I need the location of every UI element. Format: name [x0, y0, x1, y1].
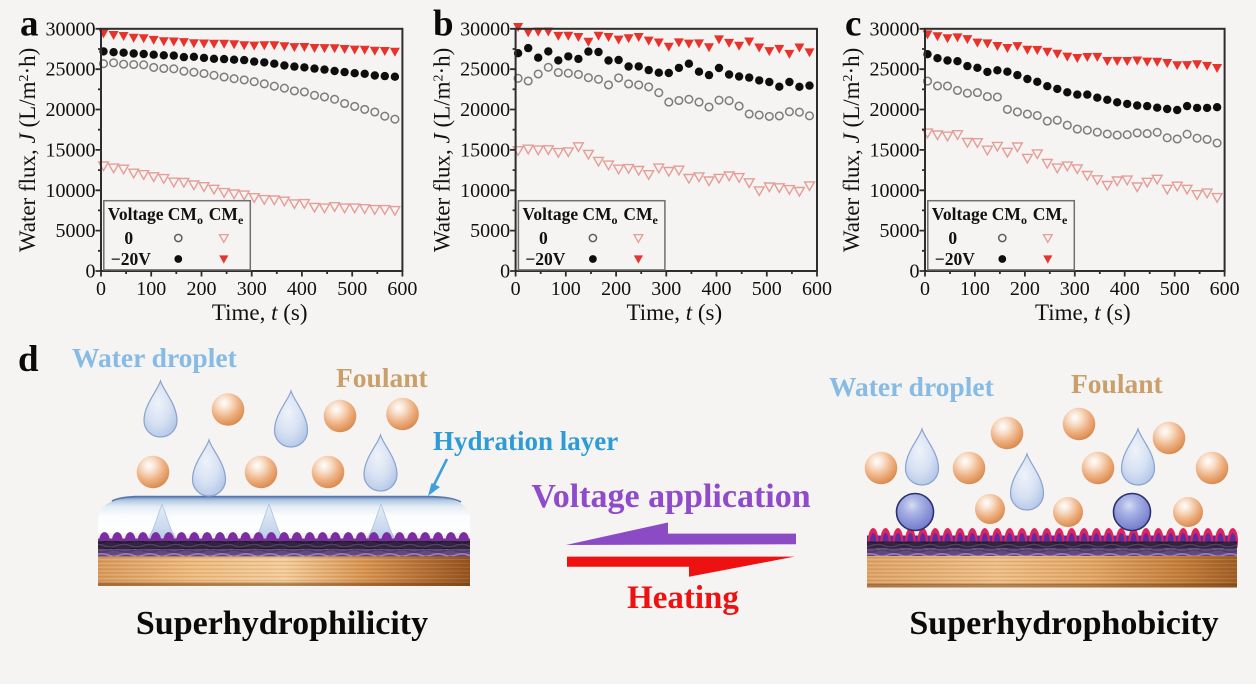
svg-text:25000: 25000: [460, 59, 510, 81]
svg-text:CMe: CMe: [209, 204, 244, 227]
svg-text:0: 0: [511, 278, 521, 300]
svg-text:20000: 20000: [870, 99, 920, 121]
svg-text:b: b: [433, 4, 454, 45]
svg-text:0: 0: [500, 261, 510, 283]
svg-text:200: 200: [1010, 278, 1040, 300]
svg-text:CMe: CMe: [623, 204, 658, 227]
svg-text:10000: 10000: [460, 180, 510, 202]
svg-text:25000: 25000: [46, 59, 96, 81]
svg-text:30000: 30000: [870, 18, 920, 40]
svg-text:0: 0: [948, 228, 957, 248]
svg-text:25000: 25000: [870, 59, 920, 81]
svg-text:CMo: CMo: [992, 204, 1027, 227]
svg-text:200: 200: [187, 278, 217, 300]
svg-text:Superhydrophobicity: Superhydrophobicity: [909, 605, 1218, 642]
svg-text:0: 0: [124, 228, 133, 248]
svg-text:−20V: −20V: [111, 249, 151, 269]
svg-text:600: 600: [1210, 278, 1240, 300]
svg-text:400: 400: [1110, 278, 1140, 300]
svg-text:Water droplet: Water droplet: [829, 371, 995, 402]
svg-text:300: 300: [237, 278, 267, 300]
svg-text:Voltage: Voltage: [108, 204, 164, 224]
svg-text:Hydration layer: Hydration layer: [433, 426, 618, 456]
svg-text:30000: 30000: [460, 18, 510, 40]
svg-text:20000: 20000: [460, 99, 510, 121]
svg-text:15000: 15000: [46, 139, 96, 161]
svg-text:Voltage: Voltage: [522, 204, 578, 224]
svg-text:Time, t (s): Time, t (s): [1035, 300, 1131, 325]
svg-text:5000: 5000: [880, 220, 920, 242]
svg-text:200: 200: [601, 278, 631, 300]
svg-text:a: a: [20, 4, 39, 45]
svg-text:15000: 15000: [460, 139, 510, 161]
svg-text:5000: 5000: [56, 220, 96, 242]
svg-text:Water flux, J (L/m2·h): Water flux, J (L/m2·h): [430, 48, 455, 252]
svg-text:500: 500: [1160, 278, 1190, 300]
svg-text:Water droplet: Water droplet: [72, 342, 238, 373]
svg-text:15000: 15000: [870, 139, 920, 161]
svg-text:0: 0: [86, 261, 96, 283]
svg-text:0: 0: [96, 278, 106, 300]
svg-text:Superhydrophilicity: Superhydrophilicity: [136, 605, 428, 642]
svg-text:Time, t (s): Time, t (s): [212, 300, 308, 325]
svg-text:500: 500: [752, 278, 782, 300]
svg-text:Foulant: Foulant: [1071, 368, 1164, 399]
svg-text:10000: 10000: [46, 180, 96, 202]
svg-text:Water flux, J (L/m2·h): Water flux, J (L/m2·h): [15, 48, 40, 252]
svg-text:600: 600: [387, 278, 417, 300]
svg-text:400: 400: [702, 278, 732, 300]
svg-text:500: 500: [337, 278, 367, 300]
svg-text:CMe: CMe: [1033, 204, 1068, 227]
svg-text:d: d: [18, 339, 39, 380]
svg-text:300: 300: [1060, 278, 1090, 300]
svg-text:Water flux, J (L/m2·h): Water flux, J (L/m2·h): [839, 48, 864, 252]
svg-text:300: 300: [651, 278, 681, 300]
svg-text:−20V: −20V: [525, 249, 565, 269]
svg-text:Voltage application: Voltage application: [531, 478, 810, 515]
svg-text:CMo: CMo: [168, 204, 203, 227]
svg-text:Time, t (s): Time, t (s): [626, 300, 722, 325]
svg-text:100: 100: [551, 278, 581, 300]
svg-text:100: 100: [960, 278, 990, 300]
svg-text:600: 600: [802, 278, 832, 300]
svg-text:30000: 30000: [46, 18, 96, 40]
svg-text:10000: 10000: [870, 180, 920, 202]
svg-text:0: 0: [910, 261, 920, 283]
svg-text:Foulant: Foulant: [336, 362, 429, 393]
svg-text:400: 400: [287, 278, 317, 300]
svg-text:5000: 5000: [470, 220, 510, 242]
svg-text:0: 0: [539, 228, 548, 248]
svg-text:c: c: [845, 4, 861, 45]
svg-text:20000: 20000: [46, 99, 96, 121]
svg-text:−20V: −20V: [935, 249, 975, 269]
svg-text:0: 0: [920, 278, 930, 300]
svg-text:100: 100: [136, 278, 166, 300]
svg-text:Voltage: Voltage: [932, 204, 988, 224]
svg-text:CMo: CMo: [582, 204, 617, 227]
svg-text:Heating: Heating: [627, 580, 739, 616]
